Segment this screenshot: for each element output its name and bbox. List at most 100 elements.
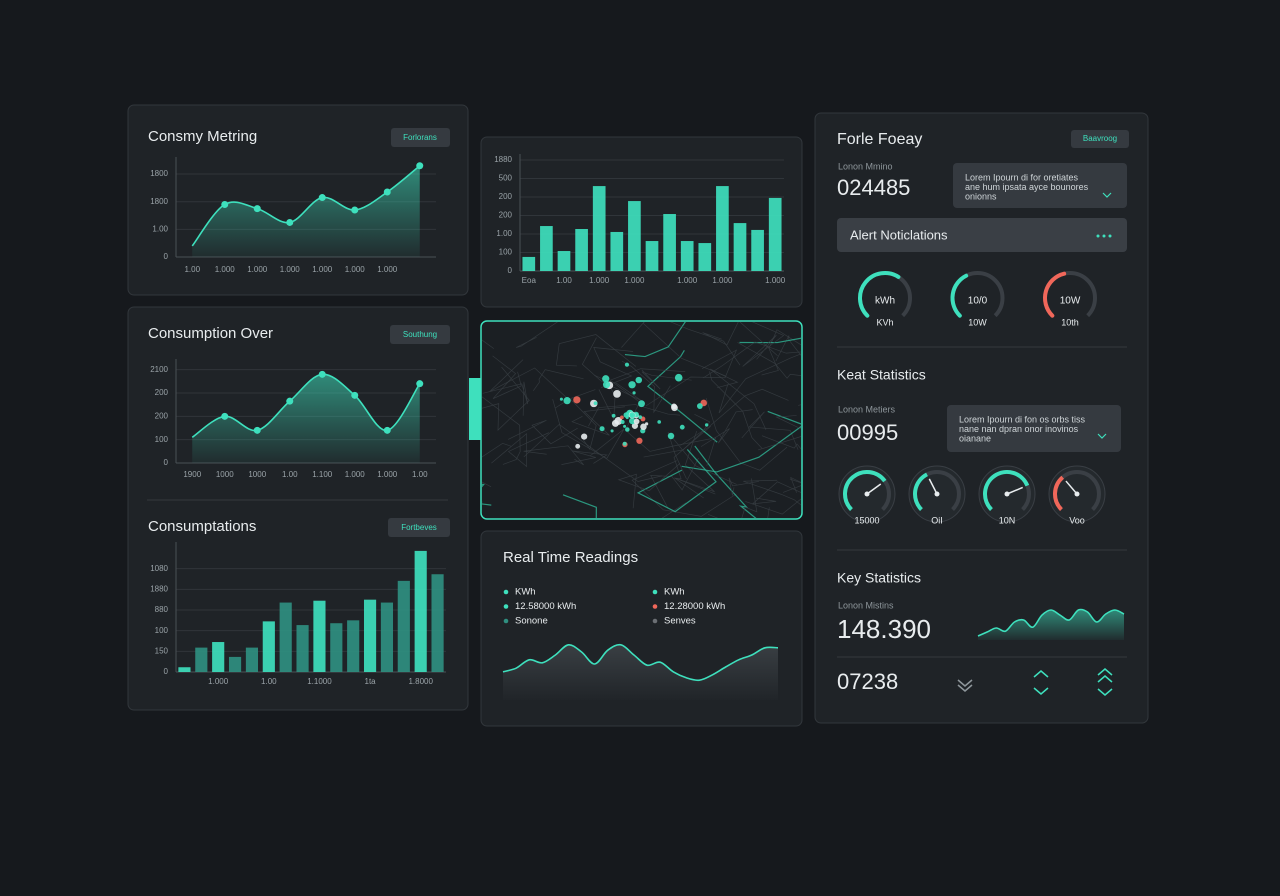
gauge-caption: 10th [1061,317,1079,327]
line [502,643,779,682]
road [482,481,492,506]
connector [469,378,481,440]
metric-label: Lonon Mistins [838,600,894,610]
road [482,432,512,468]
menu-dot[interactable] [1108,234,1112,238]
road [588,404,681,427]
road [523,445,584,466]
map-marker [575,443,581,449]
road [705,397,788,471]
x-tick-label: 1.100 [312,470,333,479]
bar [313,600,326,672]
x-tick-label: 1.00 [556,276,572,285]
dial-caption: Voo [1069,515,1085,525]
panel-title: Consmy Metring [148,128,257,145]
dial-arc [983,470,1030,511]
legend-label: 12.58000 kWh [515,601,576,612]
icon[interactable] [957,679,973,692]
dials: 15000 OiI 10N Voo [838,465,1106,525]
y-tick-label: 100 [155,435,169,444]
x-tick-label: 1.1000 [307,677,332,686]
x-tick-label: 1.00 [261,677,277,686]
y-tick-label: 880 [155,605,169,614]
button[interactable] [390,325,450,344]
button-label[interactable]: Forlorans [403,133,437,142]
bar [610,231,624,271]
button-label[interactable]: Southung [403,330,437,339]
point [286,218,294,226]
map-marker [629,412,636,419]
gauge-arc [1043,271,1067,318]
road [700,409,753,447]
road [571,406,625,436]
alert-bar[interactable] [837,218,1127,252]
x-tick-label: 1900 [183,470,201,479]
bar [575,229,588,271]
chevron[interactable] [1102,192,1112,198]
x-tick-label: 1.000 [377,470,398,479]
area-fill [192,374,420,463]
point [351,206,359,214]
map-marker [623,412,630,418]
note-line: Lorem Ipourn di for oretiates [965,172,1079,182]
road [718,352,801,414]
gauge-label: 10/0 [968,296,988,307]
legend-label: Sonone [515,616,548,627]
map-marker [602,375,610,383]
gauge-caption: 10W [968,317,987,327]
icon[interactable] [1097,668,1113,696]
icon[interactable] [1033,670,1049,695]
x-tick-label: 1.00 [412,470,428,479]
note-line: nane nan dpran onor inovinos [959,424,1079,434]
road [636,449,717,513]
map-marker [679,424,685,430]
road [609,368,686,431]
info-box [953,163,1127,208]
bar [178,667,191,672]
dial-caption: 10N [999,515,1016,525]
panel-title: Real Time Readings [503,549,638,566]
point [253,205,261,213]
bar [733,223,747,271]
road [482,366,530,431]
map-marker [640,423,647,431]
road [761,435,801,493]
x-tick-label: 1.000 [247,265,268,274]
panel-title: Consumptations [148,518,256,535]
button[interactable] [391,128,450,147]
button-label[interactable]: Baavroog [1083,134,1117,143]
x-tick-label: 1000 [248,470,266,479]
gauge-arc [950,273,969,318]
y-tick-label: 100 [499,248,513,257]
bar [414,550,427,672]
dial-hub [1074,491,1080,497]
map-marker [622,441,627,446]
legend-label: KWh [664,587,685,598]
road [482,381,528,416]
road [737,342,801,380]
button[interactable] [1071,130,1129,148]
bar [540,226,553,271]
y-tick-label: 150 [155,646,169,655]
button[interactable] [388,518,450,537]
chevron[interactable] [1097,433,1107,439]
menu-dot[interactable] [1102,234,1106,238]
alert-label[interactable]: Alert Noticlations [850,227,948,242]
road [745,480,801,517]
map-marker [610,429,614,433]
map-marker [674,373,683,382]
button-label[interactable]: Fortbeves [401,523,437,532]
dial-arc [843,470,887,511]
point [318,194,326,202]
x-tick-label: 1.000 [712,276,733,285]
panel-title: Forle Foeay [837,131,922,148]
road [642,322,726,377]
point [416,380,424,388]
menu-dot[interactable] [1096,234,1100,238]
x-tick-label: 1ta [365,677,377,686]
road [617,463,681,509]
legend-dot [503,618,509,624]
